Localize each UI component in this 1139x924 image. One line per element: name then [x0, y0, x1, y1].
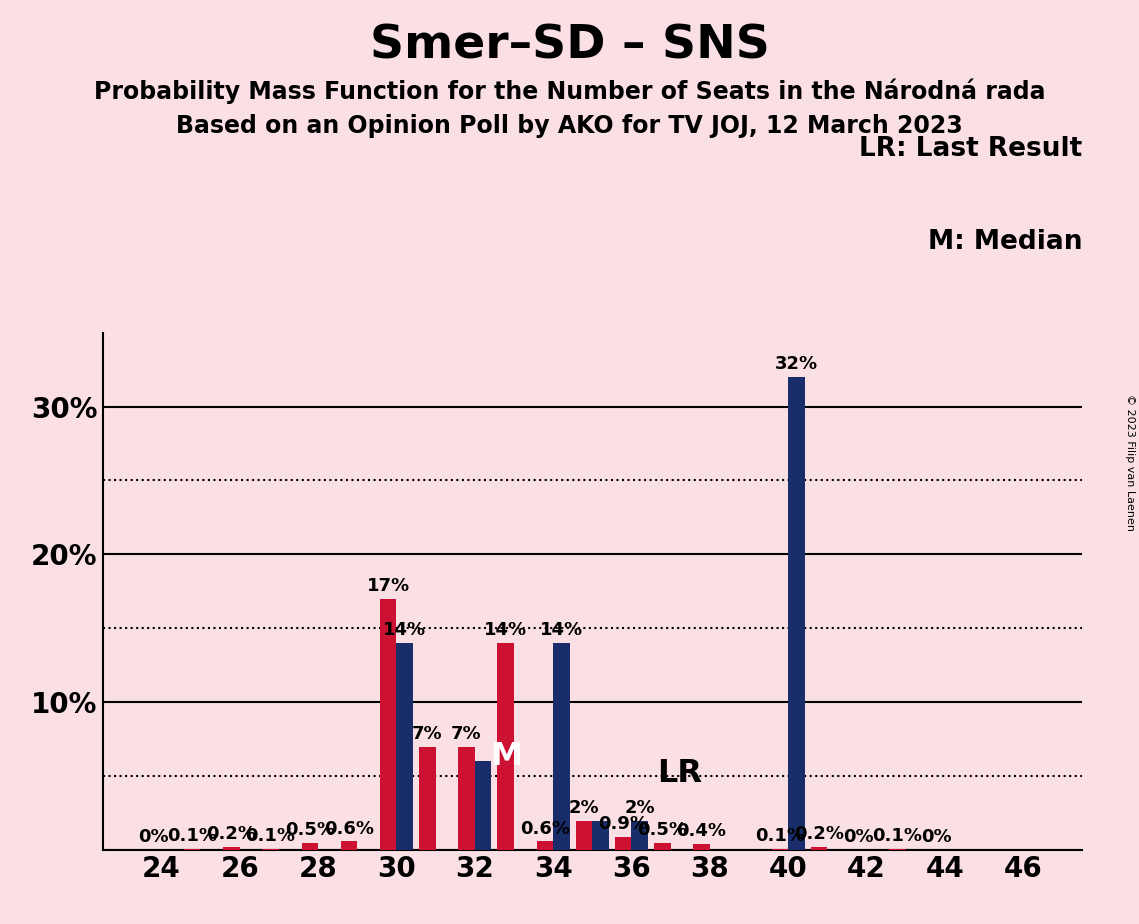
Text: 0.1%: 0.1% — [246, 827, 296, 845]
Text: 7%: 7% — [451, 725, 482, 743]
Bar — [498, 643, 514, 850]
Bar — [811, 847, 827, 850]
Text: 2%: 2% — [568, 799, 599, 817]
Text: 0.9%: 0.9% — [598, 815, 648, 833]
Text: M: Median: M: Median — [927, 229, 1082, 255]
Text: 0%: 0% — [921, 829, 952, 846]
Text: 0.4%: 0.4% — [677, 822, 727, 841]
Bar — [654, 843, 671, 850]
Text: 17%: 17% — [367, 578, 410, 595]
Bar — [788, 377, 804, 850]
Bar — [631, 821, 648, 850]
Bar — [772, 848, 788, 850]
Bar — [615, 837, 631, 850]
Bar — [223, 847, 239, 850]
Bar — [475, 761, 491, 850]
Text: 0.2%: 0.2% — [794, 825, 844, 844]
Text: 14%: 14% — [383, 622, 426, 639]
Bar — [341, 841, 358, 850]
Bar — [262, 848, 279, 850]
Text: © 2023 Filip van Laenen: © 2023 Filip van Laenen — [1125, 394, 1134, 530]
Text: 0.2%: 0.2% — [206, 825, 256, 844]
Text: 0.5%: 0.5% — [285, 821, 335, 839]
Bar — [458, 747, 475, 850]
Text: LR: Last Result: LR: Last Result — [859, 136, 1082, 162]
Text: 14%: 14% — [484, 622, 527, 639]
Bar — [554, 643, 570, 850]
Bar — [396, 643, 412, 850]
Text: 7%: 7% — [412, 725, 443, 743]
Bar — [419, 747, 435, 850]
Text: 2%: 2% — [624, 799, 655, 817]
Text: 32%: 32% — [775, 356, 818, 373]
Text: 0.1%: 0.1% — [167, 827, 218, 845]
Bar — [694, 845, 710, 850]
Text: LR: LR — [657, 758, 702, 789]
Bar — [890, 848, 906, 850]
Text: 0.5%: 0.5% — [638, 821, 688, 839]
Text: 0%: 0% — [138, 829, 169, 846]
Text: 0%: 0% — [843, 829, 874, 846]
Bar — [185, 848, 200, 850]
Text: M: M — [490, 741, 522, 772]
Bar — [592, 821, 608, 850]
Text: 0.1%: 0.1% — [755, 827, 805, 845]
Text: 14%: 14% — [540, 622, 583, 639]
Bar — [380, 599, 396, 850]
Text: Probability Mass Function for the Number of Seats in the Národná rada: Probability Mass Function for the Number… — [93, 79, 1046, 104]
Text: 0.6%: 0.6% — [519, 820, 570, 837]
Text: Based on an Opinion Poll by AKO for TV JOJ, 12 March 2023: Based on an Opinion Poll by AKO for TV J… — [177, 114, 962, 138]
Bar — [576, 821, 592, 850]
Text: Smer–SD – SNS: Smer–SD – SNS — [369, 23, 770, 68]
Bar — [536, 841, 554, 850]
Bar — [302, 843, 318, 850]
Text: 0.1%: 0.1% — [872, 827, 923, 845]
Text: 0.6%: 0.6% — [323, 820, 374, 837]
